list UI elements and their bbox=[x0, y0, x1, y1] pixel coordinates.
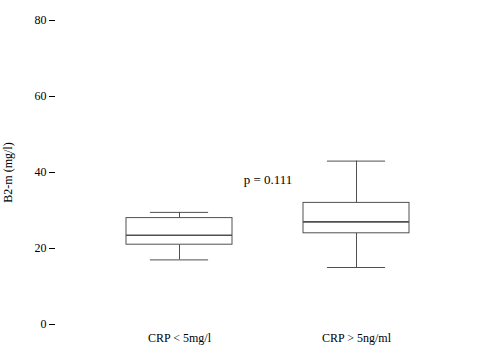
svg-text:20: 20 bbox=[35, 241, 47, 255]
svg-text:B2-m (mg/l): B2-m (mg/l) bbox=[1, 142, 15, 202]
svg-text:40: 40 bbox=[35, 165, 47, 179]
svg-text:80: 80 bbox=[35, 13, 47, 27]
svg-text:p = 0.111: p = 0.111 bbox=[244, 172, 293, 187]
svg-text:0: 0 bbox=[41, 317, 47, 331]
svg-text:CRP > 5ng/ml: CRP > 5ng/ml bbox=[322, 331, 392, 345]
svg-text:60: 60 bbox=[35, 89, 47, 103]
svg-text:CRP < 5mg/l: CRP < 5mg/l bbox=[148, 331, 212, 345]
